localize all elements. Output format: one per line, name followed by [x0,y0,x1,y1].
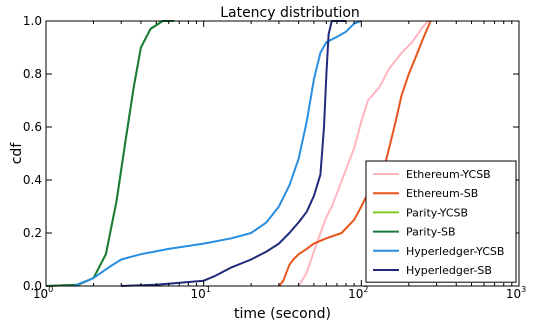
legend-entry-label: Hyperledger-YCSB [406,245,504,258]
y-tick-label: 0.8 [23,67,42,81]
legend-entry-label: Parity-SB [406,226,456,239]
legend-box [365,160,517,283]
y-tick-label: 0.0 [23,279,42,293]
y-tick-label: 1.0 [23,14,42,28]
y-tick-label: 0.6 [23,120,42,134]
series-layer [45,20,432,287]
legend-entry-label: Ethereum-YCSB [406,168,491,181]
y-axis-label: cdf [9,142,25,165]
legend: Ethereum-YCSB Ethereum-SB Parity-YCSB Parit… [365,160,517,283]
y-tick-label: 0.2 [23,226,42,240]
series-line-0 [297,20,429,287]
legend-entry-label: Parity-YCSB [406,206,468,219]
legend-entry-label: Ethereum-SB [406,187,478,200]
y-tick-label: 0.4 [23,173,42,187]
plot-frame [45,20,520,287]
x-axis-label: time (second) [234,306,331,322]
legend-entry-label: Hyperledger-SB [406,264,492,277]
x-tick-label: 101 [190,285,210,301]
x-tick-label: 102 [348,285,368,301]
chart-title: Latency distribution [220,5,360,21]
series-line-5 [121,20,347,287]
series-line-4 [73,20,362,287]
series-line-1 [278,20,432,287]
